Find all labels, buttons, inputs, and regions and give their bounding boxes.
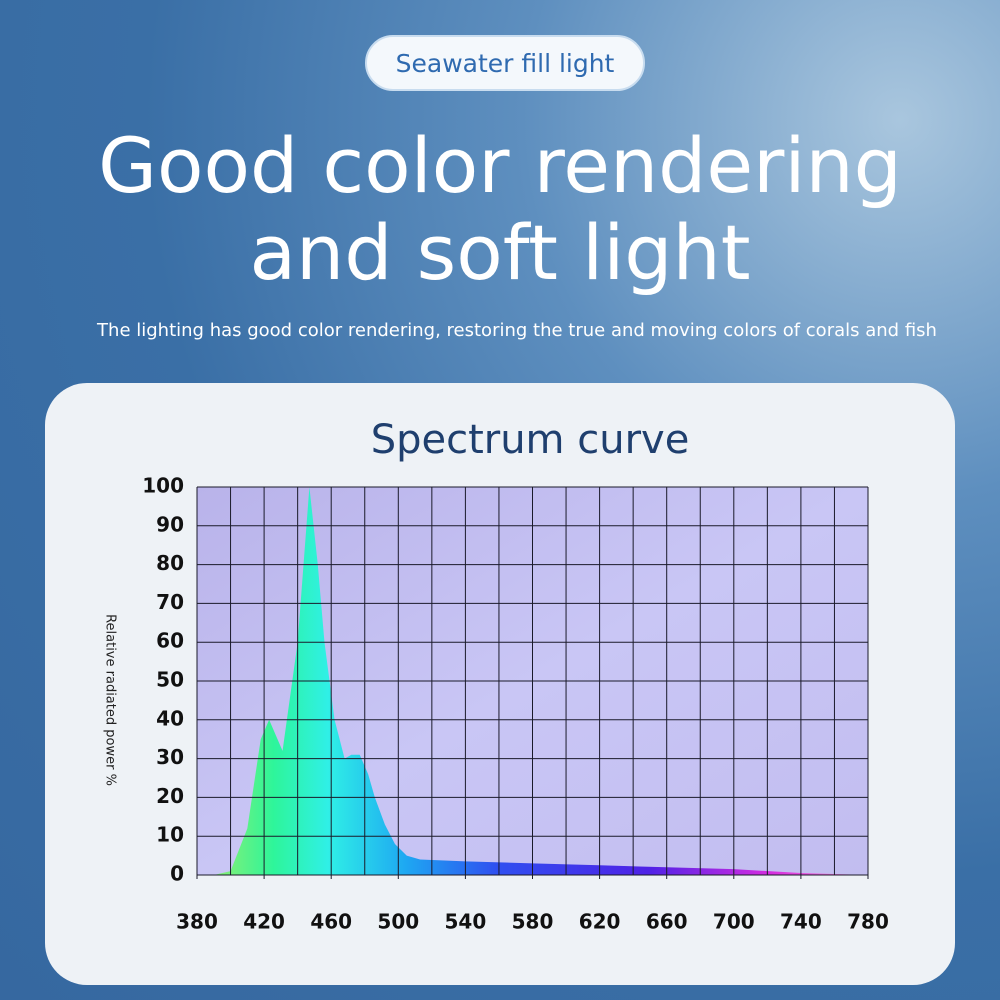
chart-title: Spectrum curve (371, 417, 690, 463)
y-tick-label: 100 (142, 474, 184, 498)
x-tick-label: 420 (243, 910, 285, 934)
x-tick-label: 540 (445, 910, 487, 934)
x-tick-label: 460 (310, 910, 352, 934)
y-tick-label: 10 (156, 823, 184, 847)
y-tick-label: 0 (170, 862, 184, 886)
x-tick-label: 580 (512, 910, 554, 934)
x-tick-label: 500 (377, 910, 419, 934)
headline: and soft light (249, 208, 751, 297)
y-tick-label: 40 (156, 706, 184, 730)
subtitle: The lighting has good color rendering, r… (97, 320, 937, 341)
x-tick-label: 740 (780, 910, 822, 934)
y-tick-label: 90 (156, 512, 184, 536)
x-tick-label: 780 (847, 910, 889, 934)
headline: Good color rendering (98, 121, 902, 210)
x-tick-label: 700 (713, 910, 755, 934)
x-tick-label: 660 (646, 910, 688, 934)
x-tick-label: 620 (579, 910, 621, 934)
x-tick-label: 380 (176, 910, 218, 934)
y-tick-label: 30 (156, 745, 184, 769)
y-tick-label: 50 (156, 668, 184, 692)
y-tick-label: 20 (156, 784, 184, 808)
y-tick-label: 80 (156, 551, 184, 575)
y-axis-label: Relative radiated power % (103, 614, 118, 786)
y-tick-label: 70 (156, 590, 184, 614)
y-tick-label: 60 (156, 629, 184, 653)
badge: Seawater fill light (365, 35, 645, 91)
